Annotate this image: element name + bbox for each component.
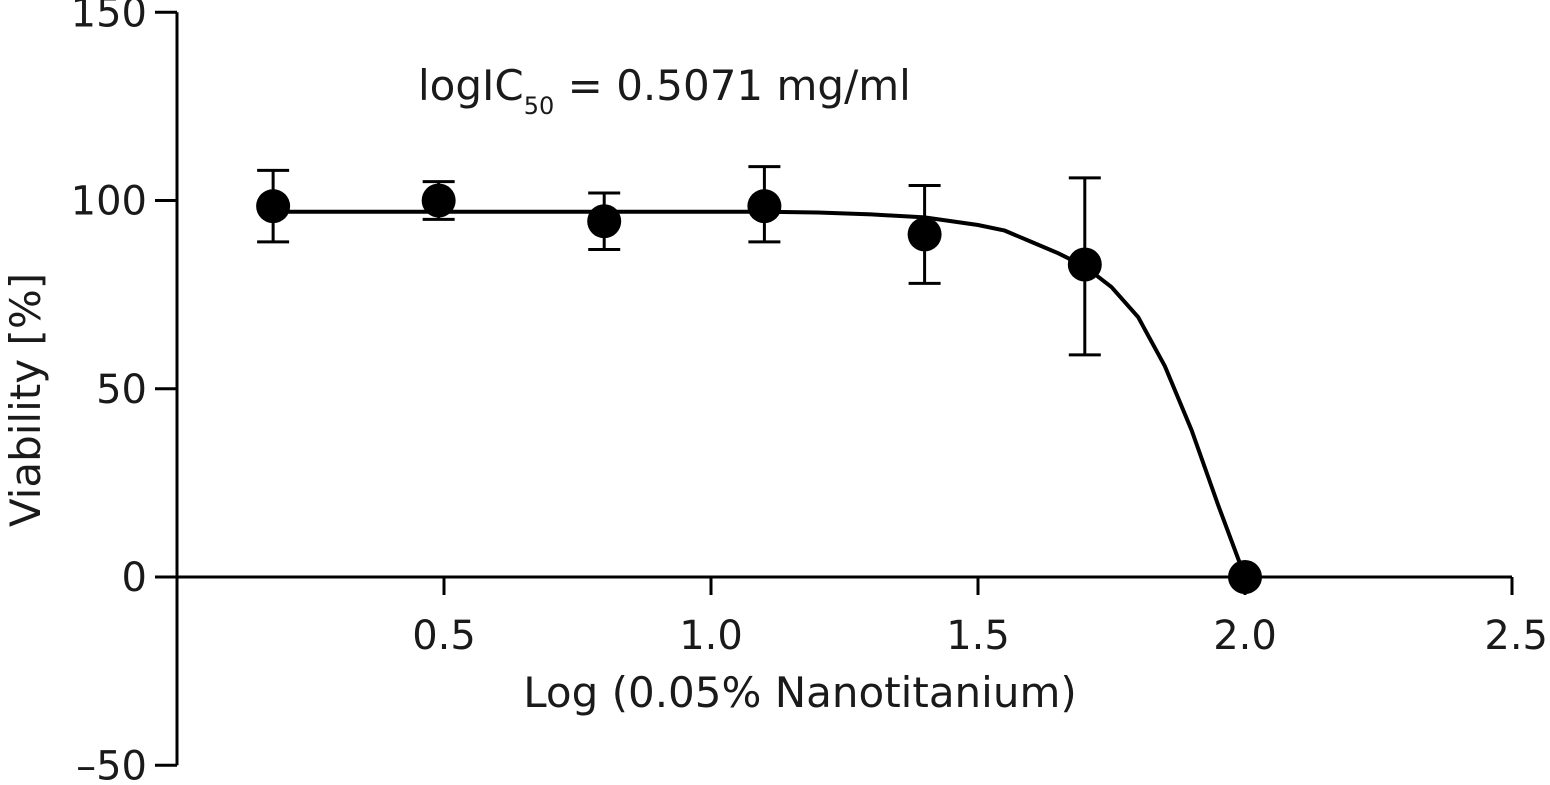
x-tick-label: 0.5 [412, 613, 476, 659]
data-point [587, 204, 622, 239]
data-point [1067, 247, 1102, 282]
x-tick-label: 2.0 [1213, 613, 1277, 659]
x-axis-title: Log (0.05% Nanotitanium) [523, 668, 1077, 717]
axes [175, 12, 1512, 766]
y-tick-label: 100 [71, 179, 147, 225]
y-tick-label: –50 [76, 743, 147, 785]
x-tick-label: 1.5 [946, 613, 1010, 659]
ic50-annotation: logIC50 = 0.5071 mg/ml [418, 61, 911, 120]
data-point [256, 189, 291, 224]
data-points [256, 183, 1262, 594]
data-point [747, 189, 782, 224]
y-axis-title: Viability [%] [1, 273, 50, 527]
data-point [907, 217, 942, 252]
ic50-annotation-main: logIC [418, 61, 524, 110]
ticks: 150 100 50 0 –50 0.5 1.0 1.5 2.0 2.5 [71, 0, 1548, 785]
data-point [1228, 560, 1262, 594]
fit-curve-layer [273, 209, 1247, 578]
y-tick-label: 150 [71, 0, 147, 36]
y-tick-label: 0 [122, 555, 147, 601]
fit-curve [273, 209, 1247, 578]
x-tick-label: 1.0 [679, 613, 743, 659]
x-tick-label: 2.5 [1484, 613, 1548, 659]
ic50-annotation-subscript: 50 [524, 92, 555, 120]
data-point [421, 183, 456, 218]
error-bars [257, 165, 1101, 357]
ic50-annotation-value: = 0.5071 mg/ml [554, 61, 911, 110]
y-tick-label: 50 [96, 367, 147, 413]
